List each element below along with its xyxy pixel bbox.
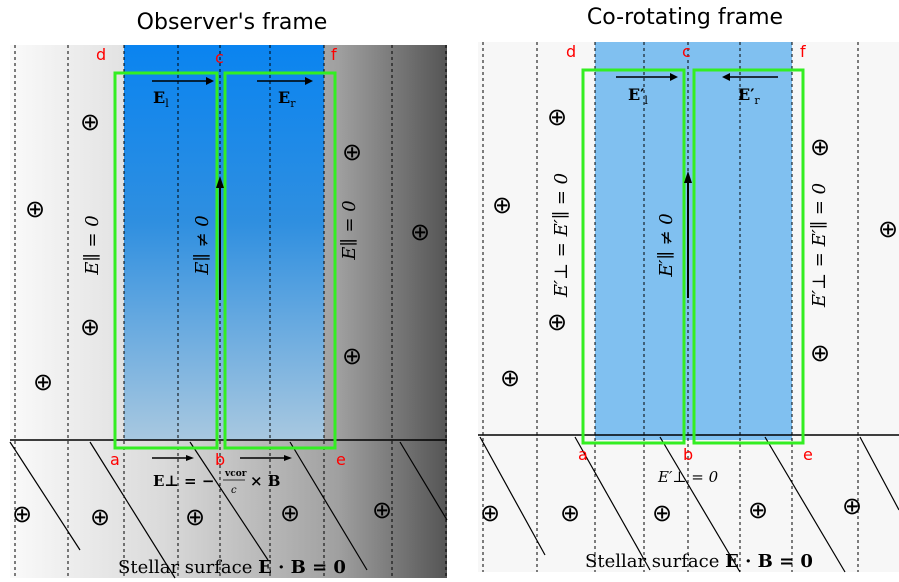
arrowhead bbox=[206, 77, 214, 85]
point-f: f bbox=[331, 45, 337, 64]
label-epar-zero-right: E∥ = 0 bbox=[339, 200, 360, 260]
label-epar-nonzero: E∥ ≠ 0 bbox=[192, 215, 213, 275]
label-er-prime: E′r bbox=[738, 85, 760, 107]
right-integration-box bbox=[223, 71, 337, 450]
left-integration-box bbox=[581, 68, 686, 445]
arrowhead bbox=[284, 455, 292, 461]
plus-symbol: ⊕ bbox=[842, 492, 862, 520]
point-d: d bbox=[96, 45, 106, 64]
plus-symbol: ⊕ bbox=[547, 103, 567, 131]
panel-title: Observer's frame bbox=[137, 10, 328, 35]
label-eperp-epar-left: E′⊥ = E′∥ = 0 bbox=[551, 173, 572, 298]
plus-symbol: ⊕ bbox=[80, 313, 100, 341]
label-el-prime: E′l bbox=[628, 85, 648, 107]
plus-symbol: ⊕ bbox=[372, 496, 392, 524]
surface-caption: Stellar surface E · B = 0 bbox=[118, 557, 346, 578]
plus-symbol: ⊕ bbox=[810, 133, 830, 161]
label-eperp-zero: E′⊥ = 0 bbox=[657, 468, 719, 486]
point-b: b bbox=[215, 450, 225, 469]
label-el: El bbox=[153, 88, 169, 110]
label-eperp-epar-right: E′⊥ = E′∥ = 0 bbox=[809, 183, 830, 308]
formula-frac-den: c bbox=[231, 485, 237, 496]
plus-symbol: ⊕ bbox=[280, 499, 300, 527]
left-integration-box bbox=[113, 71, 219, 450]
plus-symbol: ⊕ bbox=[80, 108, 100, 136]
plus-symbol: ⊕ bbox=[547, 308, 567, 336]
plus-symbol: ⊕ bbox=[878, 215, 898, 243]
observer-frame-panel: Observer's frame El bbox=[9, 10, 448, 579]
plus-symbol: ⊕ bbox=[560, 499, 580, 527]
plus-symbol: ⊕ bbox=[25, 195, 45, 223]
arrowhead bbox=[684, 171, 692, 183]
arrowhead bbox=[305, 77, 313, 85]
surface-hatching bbox=[9, 441, 448, 579]
plus-symbol: ⊕ bbox=[90, 503, 110, 531]
panel-title: Co-rotating frame bbox=[587, 5, 783, 30]
arrowhead bbox=[186, 455, 194, 461]
point-a: a bbox=[110, 450, 120, 469]
plus-symbol: ⊕ bbox=[480, 499, 500, 527]
plus-symbol: ⊕ bbox=[492, 191, 512, 219]
plus-symbol: ⊕ bbox=[652, 499, 672, 527]
point-d: d bbox=[566, 42, 576, 61]
field-lines bbox=[14, 45, 447, 578]
plus-symbol: ⊕ bbox=[342, 138, 362, 166]
surface-hatching bbox=[479, 436, 899, 573]
corotating-frame-panel: Co-rotating frame E′l E′r bbox=[478, 5, 899, 573]
plus-symbol: ⊕ bbox=[410, 218, 430, 246]
plus-symbol: ⊕ bbox=[12, 500, 32, 528]
arrowhead bbox=[670, 73, 678, 81]
right-integration-box bbox=[692, 68, 805, 445]
formula-eperp-rhs: × B bbox=[250, 472, 280, 490]
point-e: e bbox=[803, 445, 813, 464]
plus-symbol: ⊕ bbox=[810, 339, 830, 367]
arrowhead bbox=[216, 176, 224, 188]
field-lines bbox=[482, 42, 859, 572]
plus-symbol: ⊕ bbox=[342, 342, 362, 370]
formula-frac-num: vcor bbox=[224, 469, 247, 479]
point-b: b bbox=[683, 445, 693, 464]
plus-symbol: ⊕ bbox=[185, 503, 205, 531]
positive-charges: ⊕ ⊕ ⊕ ⊕ ⊕ ⊕ ⊕ ⊕ ⊕ ⊕ ⊕ ⊕ bbox=[12, 108, 430, 531]
arrowhead bbox=[722, 73, 730, 81]
point-c: c bbox=[215, 48, 224, 67]
surface-caption: Stellar surface E · B = 0 bbox=[585, 551, 813, 572]
plus-symbol: ⊕ bbox=[748, 496, 768, 524]
plus-symbol: ⊕ bbox=[33, 368, 53, 396]
positive-charges: ⊕ ⊕ ⊕ ⊕ ⊕ ⊕ ⊕ ⊕ ⊕ ⊕ ⊕ ⊕ bbox=[480, 103, 898, 527]
label-epar-nonzero-prime: E′∥ ≠ 0 bbox=[656, 213, 677, 278]
formula-eperp-lhs: E⊥ = − bbox=[153, 472, 214, 490]
label-er: Er bbox=[278, 88, 296, 110]
point-c: c bbox=[682, 42, 691, 61]
label-epar-zero-left: E∥ = 0 bbox=[82, 215, 103, 275]
point-e: e bbox=[336, 450, 346, 469]
plus-symbol: ⊕ bbox=[500, 364, 520, 392]
point-a: a bbox=[578, 445, 588, 464]
point-f: f bbox=[800, 42, 806, 61]
